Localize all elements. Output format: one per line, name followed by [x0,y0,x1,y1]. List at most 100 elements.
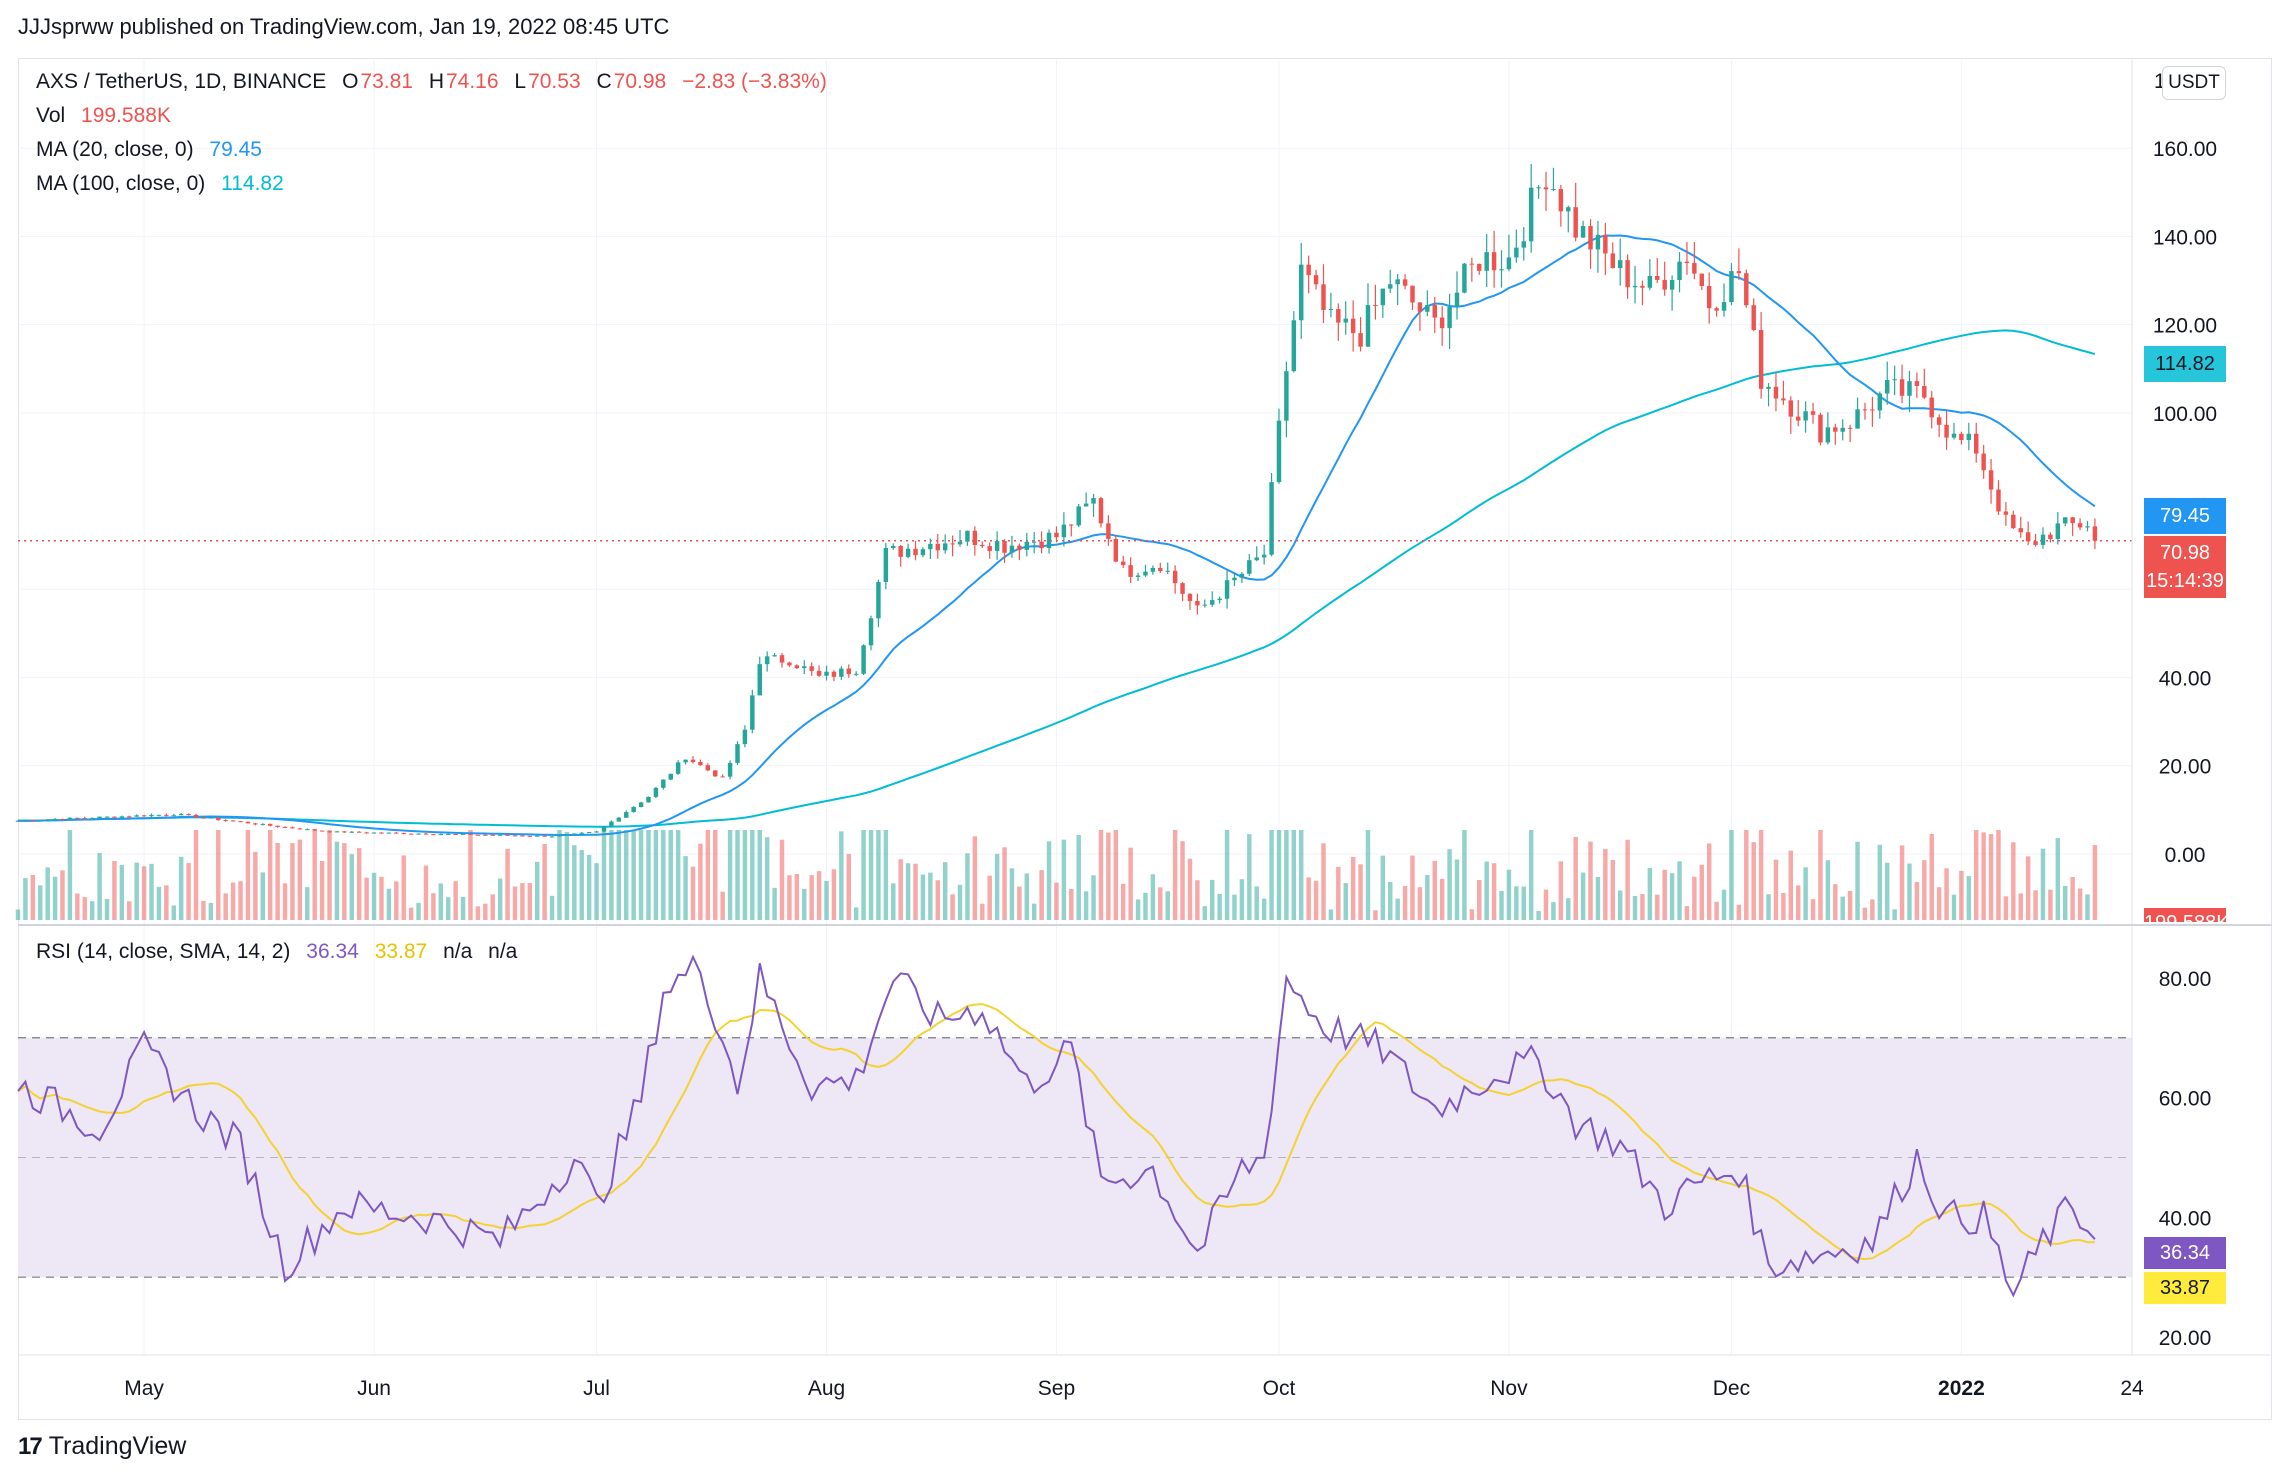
tradingview-logo[interactable]: 17 TradingView [18,1432,186,1461]
legend-ma20-label[interactable]: MA (20, close, 0) [36,138,194,161]
candle [1417,302,1423,331]
x-tick-label: Nov [1490,1377,1528,1400]
chart-frame[interactable] [18,58,2272,1420]
candle-body [624,812,629,818]
candle [483,834,488,836]
candle-body [757,664,762,696]
rsi-sma-price-tag: 33.87 [2144,1272,2226,1304]
candle-body [1603,234,1608,254]
legend-ma100-label[interactable]: MA (100, close, 0) [36,172,206,195]
rsi-line [17,954,2096,1298]
candle-body [67,817,73,820]
candle-body [1083,503,1089,507]
legend-vol-label[interactable]: Vol [36,104,66,127]
volume-bar [557,830,562,920]
volume-bar [1284,830,1289,920]
candle [564,834,570,836]
candle [913,540,918,561]
candle [1284,361,1289,438]
candle [1046,529,1052,554]
candle-body [364,832,369,834]
legend-ma100[interactable]: MA (100, close, 0) 114.82 [36,172,286,196]
legend-low-value: 70.53 [528,70,581,93]
candle-body [1373,305,1378,307]
volume-bar [1410,855,1415,920]
volume-bar [601,830,607,920]
volume-bar [1484,861,1489,920]
legend-symbol[interactable]: AXS / TetherUS, 1D, BINANCE [36,70,327,93]
candle [1788,396,1794,434]
volume-bar [1172,830,1178,920]
volume-bar [164,885,169,920]
volume-bar [824,881,829,920]
volume-bar [980,903,985,920]
candle [245,821,251,824]
candle [2033,533,2038,547]
candle-body [1046,532,1052,549]
legend-ma20[interactable]: MA (20, close, 0) 79.45 [36,138,264,162]
volume-bar [1158,887,1163,920]
candle-body [1773,386,1779,399]
volume-bar [438,883,444,920]
candle-body [1135,575,1141,577]
candle [260,823,266,826]
candle [490,834,495,836]
candle-body [1432,304,1437,318]
legend-volume[interactable]: Vol 199.588K [36,104,173,128]
candle [698,759,703,766]
candle-body [1247,560,1252,574]
candle-body [475,834,481,836]
candle-body [216,817,221,821]
candle-body [572,833,577,835]
candle [1395,273,1400,305]
legend-low-label: L [514,70,527,93]
volume-bar [542,843,547,920]
volume-bar [1795,885,1801,920]
currency-button[interactable]: USDT [2162,66,2226,100]
candle-body [1825,427,1831,443]
candle-body [1528,187,1534,242]
candle [1870,396,1875,427]
candle-body [1439,317,1445,329]
volume-bar [97,853,102,920]
candle [1558,184,1564,227]
volume-bar [1291,830,1297,920]
volume-bar [1321,843,1326,920]
candle [1758,312,1764,399]
volume-bar [297,839,303,920]
volume-bar [1773,859,1779,920]
candle [1254,546,1259,562]
volume-bar [1098,830,1104,920]
x-tick-label: 2022 [1938,1377,1985,1400]
candle-body [1158,567,1163,571]
volume-bar [1974,830,1979,920]
candle-body [253,823,258,825]
candle-body [15,820,21,822]
candle [1595,220,1601,273]
legend-rsi[interactable]: RSI (14, close, SMA, 14, 2) 36.34 33.87 … [36,940,519,964]
volume-bar [646,830,651,920]
volume-bar [920,874,926,920]
candle [38,819,43,822]
volume-bar [735,830,740,920]
candle-body [1833,427,1838,432]
candle-body [490,834,495,836]
volume-bar [423,865,429,920]
candle-body [1388,284,1393,289]
legend-ohlc[interactable]: AXS / TetherUS, 1D, BINANCE O73.81 H74.1… [36,70,829,94]
candle [2085,520,2090,532]
candle [824,665,829,681]
volume-bar [987,875,992,920]
candle [1974,422,1979,463]
volume-bar [75,893,80,920]
candle [1662,261,1667,296]
volume-bar [750,830,755,920]
candle-body [594,831,599,833]
volume-bar [1120,883,1126,920]
candle-body [468,833,473,835]
legend-rsi-label[interactable]: RSI (14, close, SMA, 14, 2) [36,940,291,963]
candle [89,817,95,820]
volume-bar [1922,860,1927,920]
volume-bar [1610,860,1615,920]
